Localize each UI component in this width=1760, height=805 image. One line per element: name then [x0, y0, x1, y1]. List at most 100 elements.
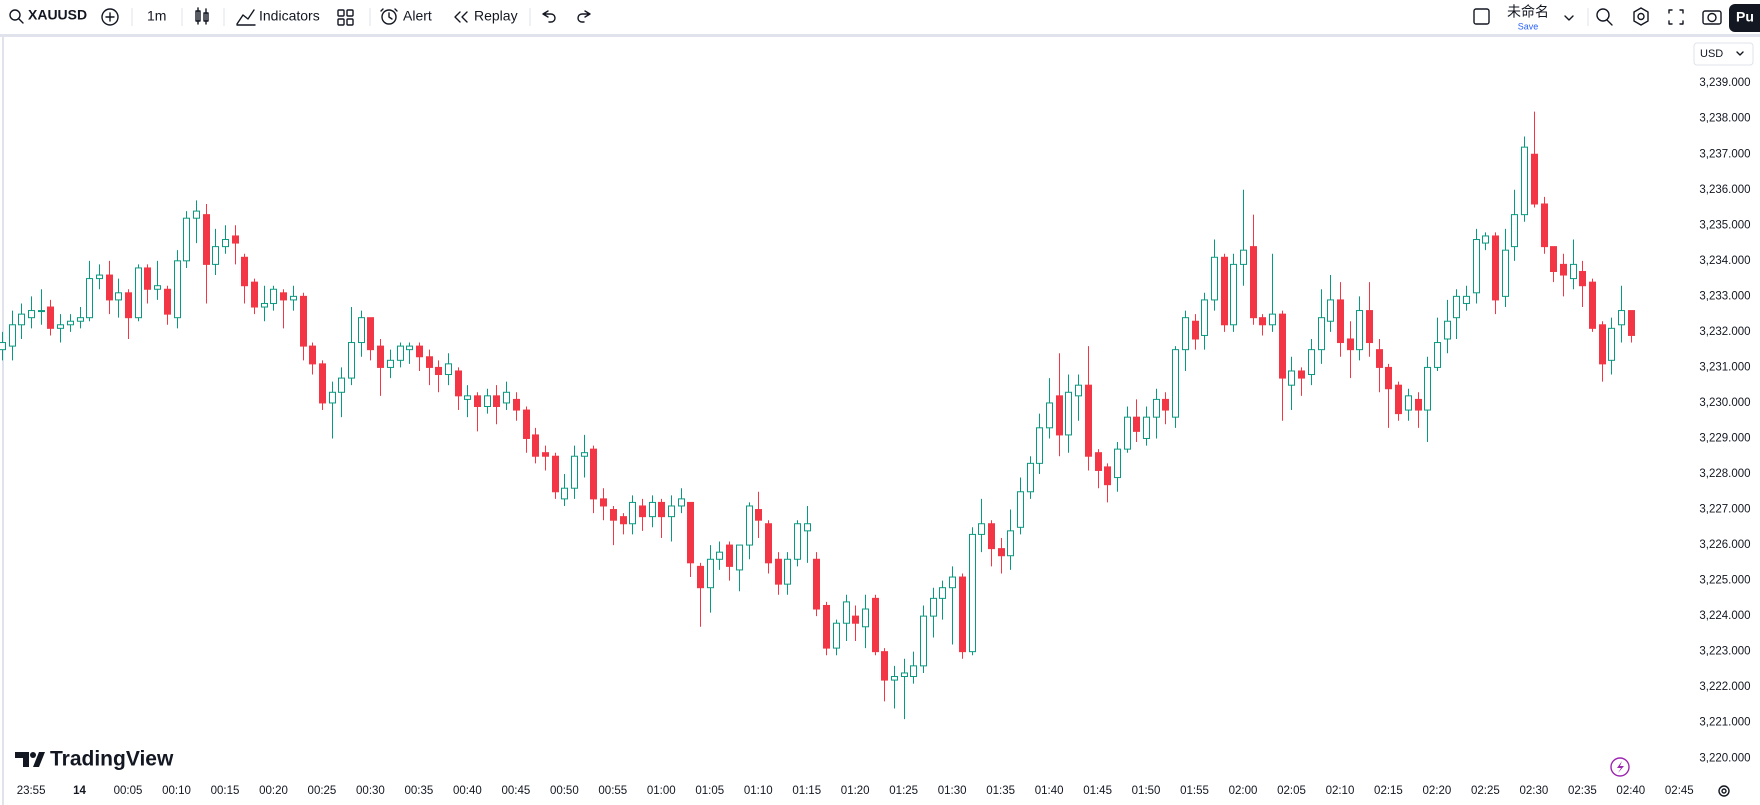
x-tick-label: 01:50: [1132, 785, 1161, 797]
candle-body: [736, 544, 743, 571]
candle-body: [280, 292, 287, 301]
redo-button[interactable]: [577, 10, 591, 23]
candle-body: [1046, 402, 1053, 429]
candle-body: [1221, 256, 1228, 326]
candle-body: [1230, 263, 1237, 326]
x-tick-label: 02:25: [1471, 785, 1500, 797]
candle-body: [610, 509, 617, 521]
candle-body: [930, 597, 937, 617]
x-tick-label: 00:55: [598, 785, 627, 797]
candle-body: [687, 501, 694, 564]
candle-body: [28, 310, 35, 319]
candle-body: [1434, 342, 1441, 368]
quick-search-button[interactable]: [1596, 8, 1613, 26]
candle-body: [358, 317, 365, 344]
y-tick-label: 3,226.000: [1699, 539, 1750, 551]
candle-body: [668, 505, 675, 518]
x-tick-label: 00:10: [162, 785, 191, 797]
x-tick-label: 00:30: [356, 785, 385, 797]
publish-button[interactable]: Pu: [1729, 4, 1760, 32]
y-tick-label: 3,230.000: [1699, 397, 1750, 409]
candle-body: [1579, 270, 1586, 287]
y-tick-label: 3,223.000: [1699, 646, 1750, 658]
layout-name-button[interactable]: 未命名 Save: [1507, 4, 1549, 32]
replay-button[interactable]: Replay: [454, 8, 518, 24]
candle-body: [426, 356, 433, 368]
y-tick-label: 3,232.000: [1699, 326, 1750, 338]
candle-body: [1143, 416, 1150, 439]
alert-label[interactable]: Alert: [403, 8, 432, 24]
candle-body: [1250, 246, 1257, 319]
layout-menu-chevron[interactable]: [1564, 15, 1574, 21]
candle-body: [1114, 448, 1121, 479]
candle-body: [1327, 299, 1334, 322]
x-tick-label: 00:50: [550, 785, 579, 797]
candle-body: [251, 281, 258, 308]
candle-body: [978, 523, 985, 535]
candle-body: [755, 509, 762, 521]
candle-body: [115, 292, 122, 301]
alert-button[interactable]: Alert: [380, 8, 432, 25]
layout-toggle[interactable]: [1473, 8, 1490, 25]
candle-body: [620, 516, 627, 525]
axis-settings-button[interactable]: [1718, 785, 1730, 797]
candle-body: [464, 395, 471, 400]
candle-body: [445, 363, 452, 376]
candle-body: [1259, 317, 1266, 326]
candle-body: [18, 313, 25, 326]
candle-body: [309, 345, 316, 365]
layout-name[interactable]: 未命名: [1507, 4, 1549, 20]
indicators-label[interactable]: Indicators: [259, 8, 320, 24]
toolbar: [0, 0, 1760, 34]
chart-type-button[interactable]: [195, 7, 209, 25]
candle-body: [57, 324, 64, 329]
candle-body: [959, 576, 966, 653]
candle-body: [1589, 281, 1596, 329]
candle-body: [212, 246, 219, 265]
candle-body: [1608, 327, 1615, 361]
candle-body: [1560, 263, 1567, 276]
currency-selector[interactable]: USD: [1693, 42, 1754, 66]
candle-body: [1065, 391, 1072, 436]
y-tick-label: 3,224.000: [1699, 610, 1750, 622]
y-tick-label: 3,234.000: [1699, 255, 1750, 267]
candle-body: [1511, 214, 1518, 248]
replay-label[interactable]: Replay: [474, 8, 518, 24]
symbol-search[interactable]: XAUUSD: [9, 7, 87, 24]
candle-body: [1599, 324, 1606, 365]
candle-body: [1056, 395, 1063, 436]
candle-body: [9, 324, 16, 347]
y-tick-label: 3,228.000: [1699, 468, 1750, 480]
x-tick-label: 00:45: [501, 785, 530, 797]
candle-body: [1550, 246, 1557, 272]
symbol[interactable]: XAUUSD: [28, 7, 87, 23]
snapshot-button[interactable]: [1702, 10, 1722, 25]
undo-button[interactable]: [542, 10, 556, 23]
templates-button[interactable]: [337, 9, 354, 26]
candle-body: [1337, 299, 1344, 344]
candle-body: [47, 306, 54, 329]
candle-body: [891, 676, 898, 681]
interval[interactable]: 1m: [147, 8, 166, 24]
x-tick-label: 01:45: [1083, 785, 1112, 797]
x-tick-label: 00:35: [405, 785, 434, 797]
candle-body: [406, 345, 413, 351]
y-tick-label: 3,225.000: [1699, 575, 1750, 587]
save-label[interactable]: Save: [1518, 21, 1539, 31]
add-symbol-button[interactable]: [101, 8, 119, 26]
lightning-button[interactable]: [1610, 757, 1630, 777]
currency-label[interactable]: USD: [1700, 48, 1723, 60]
candle-body: [1415, 398, 1422, 411]
fullscreen-button[interactable]: [1668, 9, 1684, 25]
settings-button[interactable]: [1633, 7, 1649, 26]
candle-body: [67, 320, 74, 326]
indicators-button[interactable]: Indicators: [236, 8, 320, 26]
x-tick-label: 00:25: [308, 785, 337, 797]
candle-body: [532, 434, 539, 457]
y-tick-label: 3,229.000: [1699, 433, 1750, 445]
candle-body: [910, 665, 917, 678]
candle-body: [222, 239, 229, 248]
candle-body: [794, 523, 801, 560]
publish-label[interactable]: Pu: [1736, 9, 1754, 25]
